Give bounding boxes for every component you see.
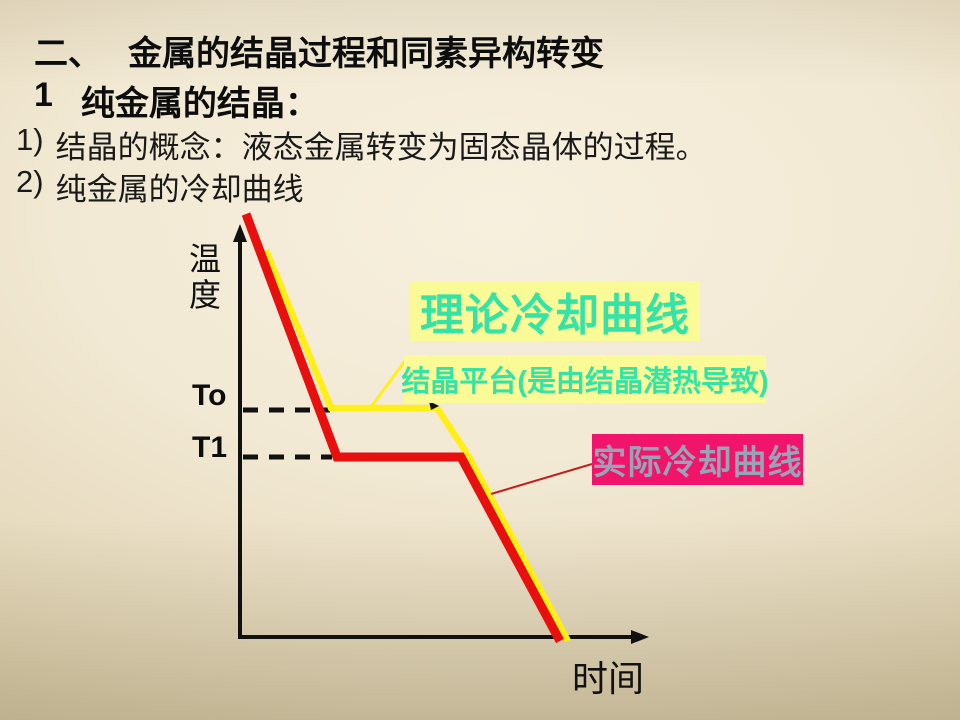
theoretical-curve-label: 理论冷却曲线: [410, 281, 700, 341]
plateau-callout-line: [369, 360, 407, 408]
tick-label-to: To: [192, 379, 227, 412]
actual-cooling-curve: [241, 212, 564, 644]
tick-label-t1: T1: [192, 431, 228, 464]
heading-marker: 二、: [34, 35, 102, 73]
y-axis-label: 温度: [185, 242, 221, 314]
list-item: 2) 纯金属的冷却曲线: [16, 164, 304, 209]
item-marker: 2): [16, 164, 44, 199]
item-text: 纯金属的冷却曲线: [55, 172, 304, 207]
x-axis-arrow-icon: [631, 630, 649, 644]
slide-heading: 二、 金属的结晶过程和同素异构转变: [34, 26, 604, 75]
item-marker: 1): [16, 122, 44, 157]
plateau-pointer-icon: [429, 401, 439, 410]
item-text: 结晶的概念：液态金属转变为固态晶体的过程。: [55, 130, 707, 165]
theoretical-cooling-curve: [262, 248, 571, 643]
heading-text: 金属的结晶过程和同素异构转变: [128, 35, 604, 73]
y-axis-arrow-icon: [233, 224, 247, 242]
subheading-text: 纯金属的结晶：: [80, 85, 319, 123]
actual-curve-label: 实际冷却曲线: [592, 434, 803, 485]
list-item: 1) 结晶的概念：液态金属转变为固态晶体的过程。: [16, 122, 707, 167]
plateau-label: 结晶平台(是由结晶潜热导致): [401, 355, 769, 403]
subheading-marker: 1: [34, 76, 53, 114]
actual-callout-line: [490, 463, 593, 495]
x-axis-label: 时间: [572, 658, 645, 699]
slide-subheading: 1 纯金属的结晶：: [34, 76, 319, 125]
